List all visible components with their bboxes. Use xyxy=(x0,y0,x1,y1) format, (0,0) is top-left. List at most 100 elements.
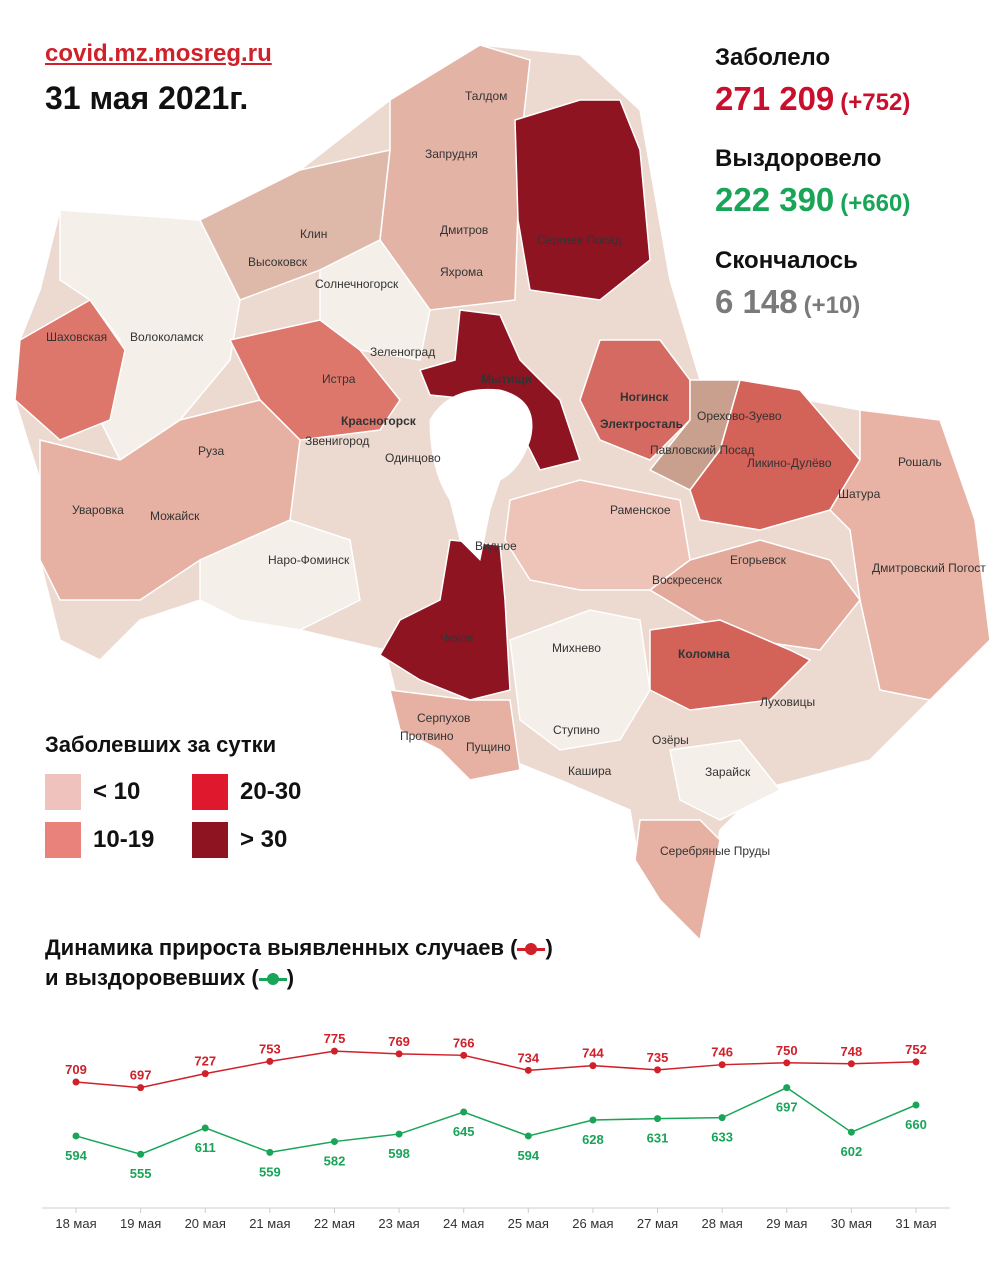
moscow-city xyxy=(429,388,533,562)
legend-item: < 10 xyxy=(45,774,140,810)
dynamics-title: Динамика прироста выявленных случаев () … xyxy=(45,933,553,993)
source-link[interactable]: covid.mz.mosreg.ru xyxy=(45,40,272,67)
red-line-marker-icon xyxy=(517,942,546,956)
data-point xyxy=(201,1070,209,1078)
data-label: 660 xyxy=(905,1117,927,1132)
deaths-value: 6 148 xyxy=(715,283,798,320)
moscow-region-map: Талдом Запрудня Дмитров Клин Высоковск Я… xyxy=(14,44,991,942)
x-tick-label: 24 мая xyxy=(443,1216,484,1231)
data-point xyxy=(460,1051,468,1059)
legend-label: 10-19 xyxy=(93,826,155,853)
data-label: 594 xyxy=(517,1148,539,1163)
city-label: Рошаль xyxy=(898,455,942,469)
city-label: Дмитровский Погост xyxy=(872,561,986,575)
data-point xyxy=(912,1101,920,1109)
x-tick-label: 21 мая xyxy=(249,1216,290,1231)
city-label: Кашира xyxy=(568,764,612,778)
data-label: 709 xyxy=(65,1062,87,1077)
series-line xyxy=(75,1050,917,1089)
city-label: Зеленоград xyxy=(370,345,435,359)
region-orekhovo xyxy=(689,379,861,531)
data-point xyxy=(72,1078,80,1086)
data-label: 602 xyxy=(841,1144,863,1159)
data-label: 748 xyxy=(841,1044,863,1059)
data-label: 744 xyxy=(582,1046,604,1061)
recovered-stat: 222 390 (+660) xyxy=(715,181,910,219)
legend-label: < 10 xyxy=(93,778,141,805)
city-label: Сергиев Посад xyxy=(537,233,621,247)
x-tick-label: 18 мая xyxy=(55,1216,96,1231)
city-label: Можайск xyxy=(150,509,200,523)
city-label: Видное xyxy=(475,539,517,553)
data-point xyxy=(395,1050,403,1058)
data-label: 582 xyxy=(324,1154,346,1169)
data-point xyxy=(330,1047,338,1055)
city-label: Талдом xyxy=(465,89,507,103)
city-label: Егорьевск xyxy=(730,553,787,567)
dynamics-title-line2: и выздоровевших ( xyxy=(45,965,259,990)
x-tick-label: 27 мая xyxy=(637,1216,678,1231)
data-label: 746 xyxy=(711,1045,733,1060)
legend-swatch xyxy=(45,774,81,810)
x-tick-label: 25 мая xyxy=(508,1216,549,1231)
deaths-label: Скончалось xyxy=(715,247,858,274)
data-point xyxy=(718,1114,726,1122)
city-label: Красногорск xyxy=(341,414,417,428)
data-label: 750 xyxy=(776,1043,798,1058)
legend-label: 20-30 xyxy=(240,778,302,805)
data-point xyxy=(266,1057,274,1065)
x-tick-label: 29 мая xyxy=(766,1216,807,1231)
city-label: Клин xyxy=(300,227,327,241)
infected-delta: (+752) xyxy=(840,89,911,116)
city-label: Ногинск xyxy=(620,390,669,404)
region-naro-fominsk xyxy=(199,519,361,631)
legend-item: 10-19 xyxy=(45,822,154,858)
deaths-delta: (+10) xyxy=(803,292,861,319)
data-label: 697 xyxy=(130,1068,152,1083)
data-point xyxy=(395,1130,403,1138)
data-label: 594 xyxy=(65,1148,87,1163)
city-label: Запрудня xyxy=(425,147,478,161)
deaths-stat: 6 148 (+10) xyxy=(715,283,860,321)
region-shatura xyxy=(829,409,991,701)
data-point xyxy=(137,1084,145,1092)
recovered-delta: (+660) xyxy=(840,190,911,217)
x-tick-label: 19 мая xyxy=(120,1216,161,1231)
city-label: Луховицы xyxy=(760,695,815,709)
city-label: Волоколамск xyxy=(130,330,204,344)
city-label: Шаховская xyxy=(46,330,107,344)
x-tick-label: 31 мая xyxy=(895,1216,936,1231)
city-label: Мытищи xyxy=(481,372,532,386)
data-label: 628 xyxy=(582,1132,604,1147)
data-label: 734 xyxy=(517,1050,539,1065)
city-label: Протвино xyxy=(400,729,454,743)
city-label: Раменское xyxy=(610,503,671,517)
data-point xyxy=(72,1132,80,1140)
dynamics-line-chart: 709 697 727 753 775 769 766 734 744 735 746 750 748 7… xyxy=(42,1031,950,1231)
data-label: 555 xyxy=(130,1166,152,1181)
dynamics-title-line1: Динамика прироста выявленных случаев ( xyxy=(45,935,518,960)
x-tick-label: 22 мая xyxy=(314,1216,355,1231)
city-label: Электросталь xyxy=(600,417,683,431)
city-label: Коломна xyxy=(678,647,730,661)
city-label: Уваровка xyxy=(72,503,124,517)
city-label: Истра xyxy=(322,372,356,386)
data-label: 753 xyxy=(259,1041,281,1056)
legend-label: > 30 xyxy=(240,826,288,853)
report-date: 31 мая 2021г. xyxy=(45,80,249,116)
region-kolomna xyxy=(649,619,812,711)
data-label: 752 xyxy=(905,1042,927,1057)
infected-value: 271 209 xyxy=(715,80,835,117)
city-label: Одинцово xyxy=(385,451,441,465)
city-label: Зарайск xyxy=(705,765,751,779)
infected-label: Заболело xyxy=(715,44,831,71)
city-label: Шатура xyxy=(838,487,881,501)
city-label: Высоковск xyxy=(248,255,308,269)
data-label: 727 xyxy=(194,1054,216,1069)
data-label: 645 xyxy=(453,1124,475,1139)
data-point xyxy=(783,1084,791,1092)
x-tick-label: 20 мая xyxy=(185,1216,226,1231)
region-dmitrov xyxy=(379,44,531,311)
data-point xyxy=(847,1060,855,1068)
data-point xyxy=(524,1132,532,1140)
